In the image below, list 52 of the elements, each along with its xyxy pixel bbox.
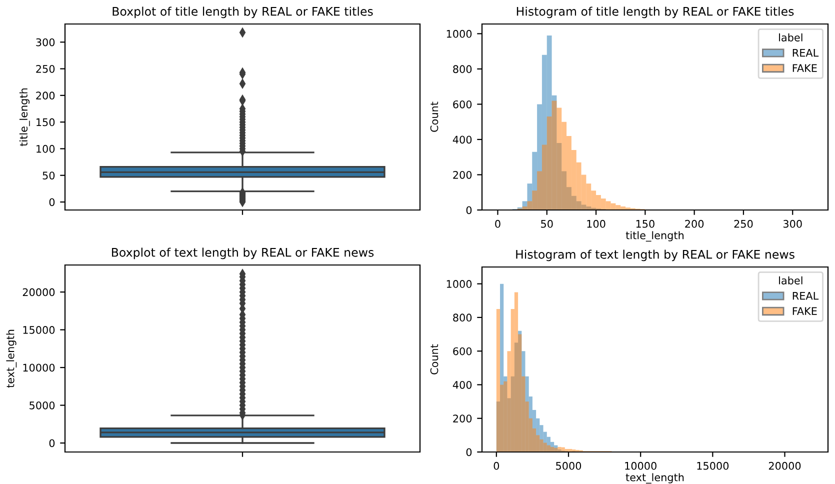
x-tick-label: 150 <box>636 220 654 228</box>
legend-label: REAL <box>792 292 819 300</box>
y-tick-label: 600 <box>453 100 472 108</box>
y-tick-label: 200 <box>453 170 472 179</box>
x-tick-label: 10000 <box>625 462 656 470</box>
y-tick-label: 800 <box>453 314 472 322</box>
x-tick-label: 20000 <box>768 462 801 470</box>
y-tick-label: 0 <box>466 448 472 456</box>
y-tick-label: 200 <box>453 414 472 422</box>
chart-title: Histogram of text length by REAL or FAKE news <box>516 250 794 262</box>
x-tick-label: 250 <box>734 220 753 228</box>
x-tick-label: 300 <box>783 220 802 228</box>
y-tick-label: 5000 <box>30 401 55 410</box>
x-tick-label: 0 <box>494 462 500 470</box>
x-tick-label: 50 <box>541 220 553 228</box>
y-tick-label: 400 <box>452 380 472 389</box>
y-tick-label: 15000 <box>23 326 55 334</box>
chart-title: Boxplot of title length by REAL or FAKE titles <box>112 6 373 18</box>
y-tick-label: 150 <box>36 118 55 126</box>
legend-label: FAKE <box>792 307 817 315</box>
y-axis-title: text_length <box>6 330 17 388</box>
y-tick-label: 50 <box>42 172 55 180</box>
x-tick-label: 100 <box>587 220 606 228</box>
x-tick-label: 15000 <box>697 462 729 470</box>
y-tick-label: 1000 <box>446 280 472 288</box>
legend-title: label <box>779 276 802 284</box>
y-tick-label: 800 <box>453 65 472 74</box>
y-tick-label: 300 <box>36 38 55 46</box>
y-axis-title: title_length <box>19 88 30 146</box>
y-tick-label: 0 <box>49 198 55 206</box>
y-tick-label: 250 <box>36 64 55 73</box>
x-tick-label: 200 <box>685 220 704 228</box>
y-tick-label: 100 <box>36 144 55 153</box>
y-tick-label: 0 <box>49 439 55 448</box>
chart-title: Histogram of title length by REAL or FAKE titles <box>516 6 794 18</box>
legend-label: REAL <box>792 48 819 57</box>
legend-title: label <box>779 33 802 42</box>
y-axis-title: Count <box>430 102 438 132</box>
x-tick-label: 0 <box>495 220 500 228</box>
y-axis-title: Count <box>430 344 438 374</box>
y-tick-label: 1000 <box>446 30 472 38</box>
y-tick-label: 0 <box>466 206 472 214</box>
x-tick-label: 5000 <box>556 462 582 470</box>
x-axis-title: title_length <box>626 231 684 242</box>
y-tick-label: 20000 <box>22 288 55 296</box>
y-tick-label: 400 <box>452 136 472 144</box>
chart-title: Boxplot of text length by REAL or FAKE news <box>112 248 374 260</box>
x-axis-title: text_length <box>626 473 684 484</box>
y-tick-label: 200 <box>36 92 55 100</box>
y-tick-label: 600 <box>453 347 472 356</box>
legend-label: FAKE <box>792 64 817 72</box>
y-tick-label: 10000 <box>23 364 55 372</box>
